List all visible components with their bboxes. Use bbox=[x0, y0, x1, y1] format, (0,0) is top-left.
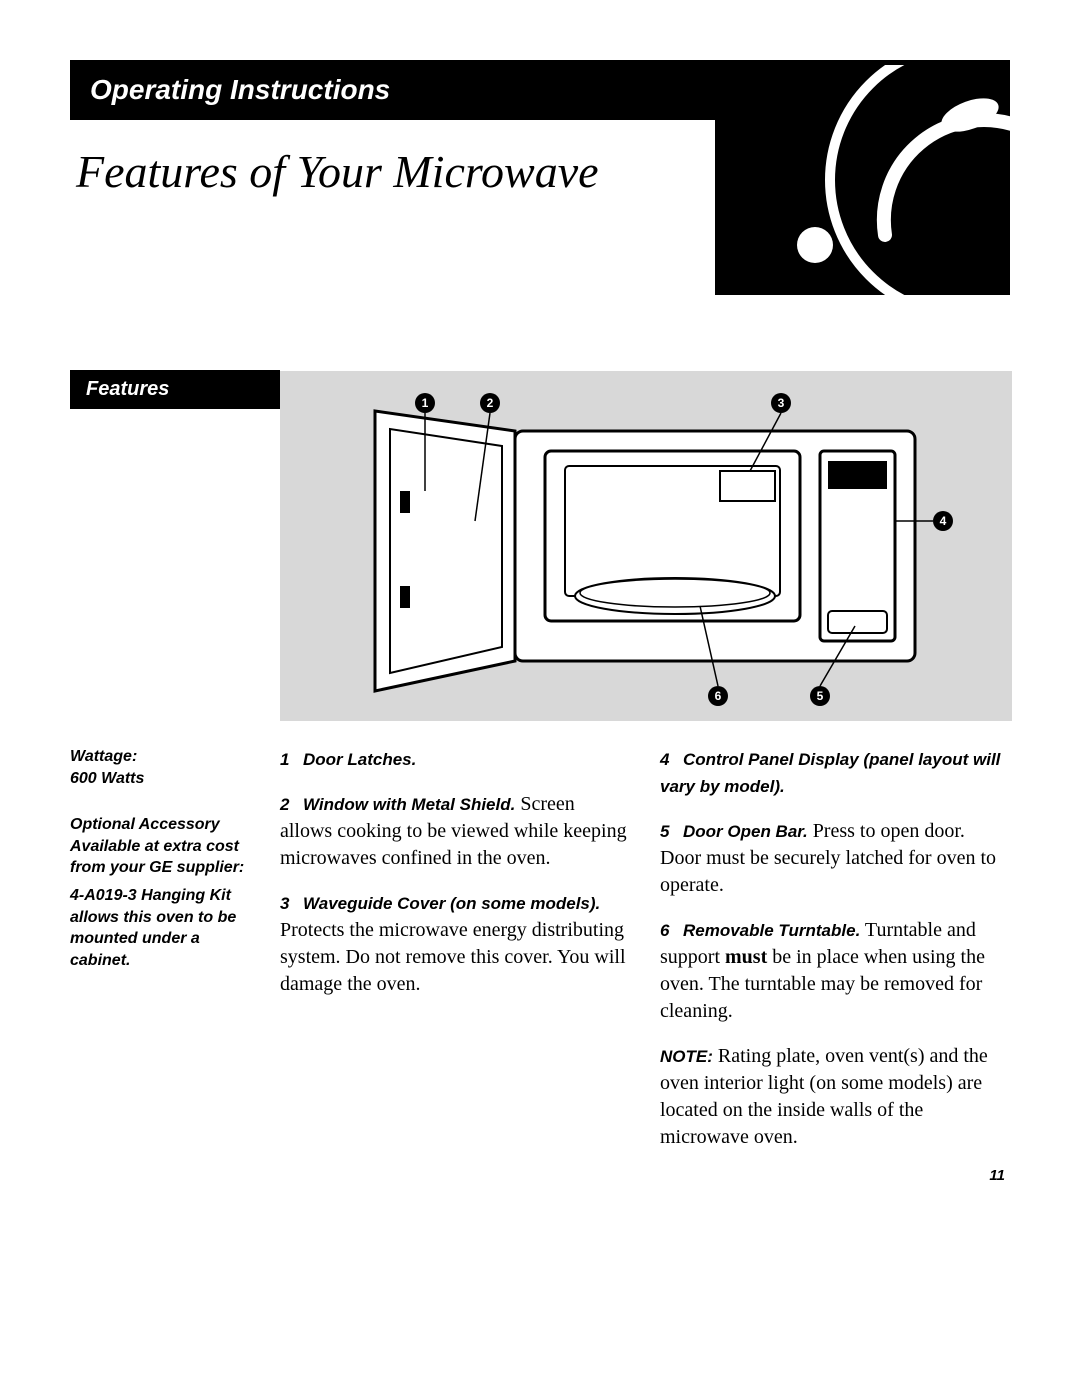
feature-3-label: Waveguide Cover (on some models). bbox=[303, 894, 600, 913]
feature-2: 2 Window with Metal Shield. Screen allow… bbox=[280, 791, 630, 872]
content-row: Wattage: 600 Watts Optional Accessory Av… bbox=[70, 746, 1010, 1169]
note-label: NOTE: bbox=[660, 1047, 713, 1066]
feature-3-num: 3 bbox=[280, 893, 298, 916]
feature-6-label: Removable Turntable. bbox=[683, 921, 860, 940]
wattage-label: Wattage: bbox=[70, 746, 255, 768]
feature-1-num: 1 bbox=[280, 749, 298, 772]
callout-3: 3 bbox=[771, 393, 791, 413]
page: Operating Instructions Features of Your … bbox=[0, 0, 1080, 1209]
feature-5-num: 5 bbox=[660, 821, 678, 844]
callout-6: 6 bbox=[708, 686, 728, 706]
logo-icon bbox=[715, 65, 1010, 295]
feature-6-must: must bbox=[725, 946, 767, 968]
callout-4: 4 bbox=[933, 511, 953, 531]
microwave-illustration bbox=[280, 371, 1012, 721]
feature-5: 5 Door Open Bar. Press to open door. Doo… bbox=[660, 818, 1010, 899]
column-left: 1 Door Latches. 2 Window with Metal Shie… bbox=[280, 746, 630, 1169]
microwave-diagram: 1 2 3 4 5 6 bbox=[280, 371, 1012, 721]
wattage-block: Wattage: 600 Watts bbox=[70, 746, 255, 789]
accessory-title: Optional Accessory Available at extra co… bbox=[70, 814, 255, 879]
feature-4-num: 4 bbox=[660, 749, 678, 772]
feature-2-num: 2 bbox=[280, 794, 298, 817]
features-band: Features bbox=[70, 370, 280, 409]
wattage-value: 600 Watts bbox=[70, 768, 255, 790]
feature-6-num: 6 bbox=[660, 920, 678, 943]
feature-4-label: Control Panel Display (panel layout will… bbox=[660, 750, 1000, 796]
callout-1: 1 bbox=[415, 393, 435, 413]
sidebar: Wattage: 600 Watts Optional Accessory Av… bbox=[70, 746, 280, 996]
page-number: 11 bbox=[989, 1167, 1005, 1184]
note: NOTE: Rating plate, oven vent(s) and the… bbox=[660, 1043, 1010, 1151]
feature-6: 6 Removable Turntable. Turntable and sup… bbox=[660, 917, 1010, 1025]
logo-block bbox=[715, 65, 1010, 295]
body-columns: 1 Door Latches. 2 Window with Metal Shie… bbox=[280, 746, 1010, 1169]
feature-2-label: Window with Metal Shield. bbox=[303, 795, 515, 814]
column-right: 4 Control Panel Display (panel layout wi… bbox=[660, 746, 1010, 1169]
feature-5-label: Door Open Bar. bbox=[683, 822, 808, 841]
callout-2: 2 bbox=[480, 393, 500, 413]
feature-3-body: Protects the microwave energy distributi… bbox=[280, 919, 626, 995]
feature-1-label: Door Latches. bbox=[303, 750, 416, 769]
main-title-area: Features of Your Microwave bbox=[70, 120, 1010, 295]
feature-4: 4 Control Panel Display (panel layout wi… bbox=[660, 746, 1010, 800]
feature-1: 1 Door Latches. bbox=[280, 746, 630, 773]
features-label: Features bbox=[86, 378, 169, 400]
feature-3: 3 Waveguide Cover (on some models). Prot… bbox=[280, 890, 630, 998]
accessory-body: 4-A019-3 Hanging Kit allows this oven to… bbox=[70, 885, 255, 971]
accessory-block: Optional Accessory Available at extra co… bbox=[70, 814, 255, 971]
callout-5: 5 bbox=[810, 686, 830, 706]
